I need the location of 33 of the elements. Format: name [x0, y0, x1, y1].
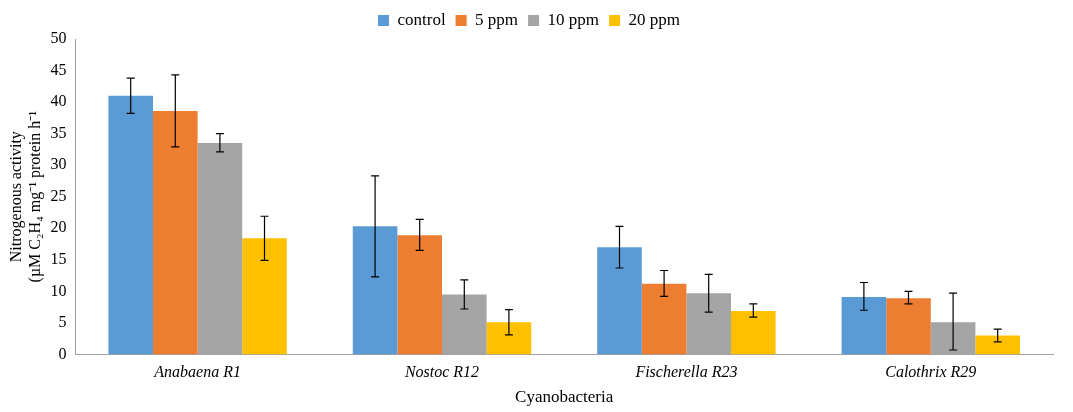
y-tick-label: 15 [50, 249, 67, 267]
bar [731, 310, 776, 355]
bar [886, 298, 931, 355]
legend-label: 10 ppm [547, 9, 600, 29]
y-tick-label: 30 [50, 155, 67, 173]
legend-label: 20 ppm [628, 9, 681, 29]
bar [641, 283, 687, 355]
bar [597, 247, 642, 355]
y-tick-label: 50 [50, 29, 67, 47]
y-axis-title: Nitrogenous activity (µM C₂H₄ mg⁻¹ protein h⁻¹ [6, 110, 44, 283]
y-tick-label: 25 [50, 186, 67, 204]
y-tick-label: 20 [50, 218, 67, 236]
bar [397, 235, 442, 355]
y-tick-label: 10 [50, 281, 67, 299]
bar [153, 110, 198, 355]
x-tick-label: Calothrix R29 [885, 363, 977, 381]
x-tick-label: Anabaena R1 [153, 363, 241, 381]
bar [242, 238, 287, 355]
y-tick-label: 0 [58, 344, 67, 362]
bar [486, 322, 532, 355]
y-tick-label: 40 [50, 92, 67, 110]
bar [108, 95, 153, 355]
bar [352, 226, 398, 355]
y-tick-label: 5 [58, 313, 67, 331]
legend-label: control [397, 9, 446, 29]
y-tick-label: 35 [50, 123, 67, 141]
bar [841, 297, 887, 355]
bar [975, 335, 1021, 355]
legend-label: 5 ppm [475, 9, 519, 29]
x-tick-label: Nostoc R12 [403, 363, 480, 381]
x-axis-title: Cyanobacteria [515, 387, 614, 407]
y-tick-label: 45 [50, 60, 67, 78]
x-tick-label: Fischerella R23 [634, 363, 738, 381]
